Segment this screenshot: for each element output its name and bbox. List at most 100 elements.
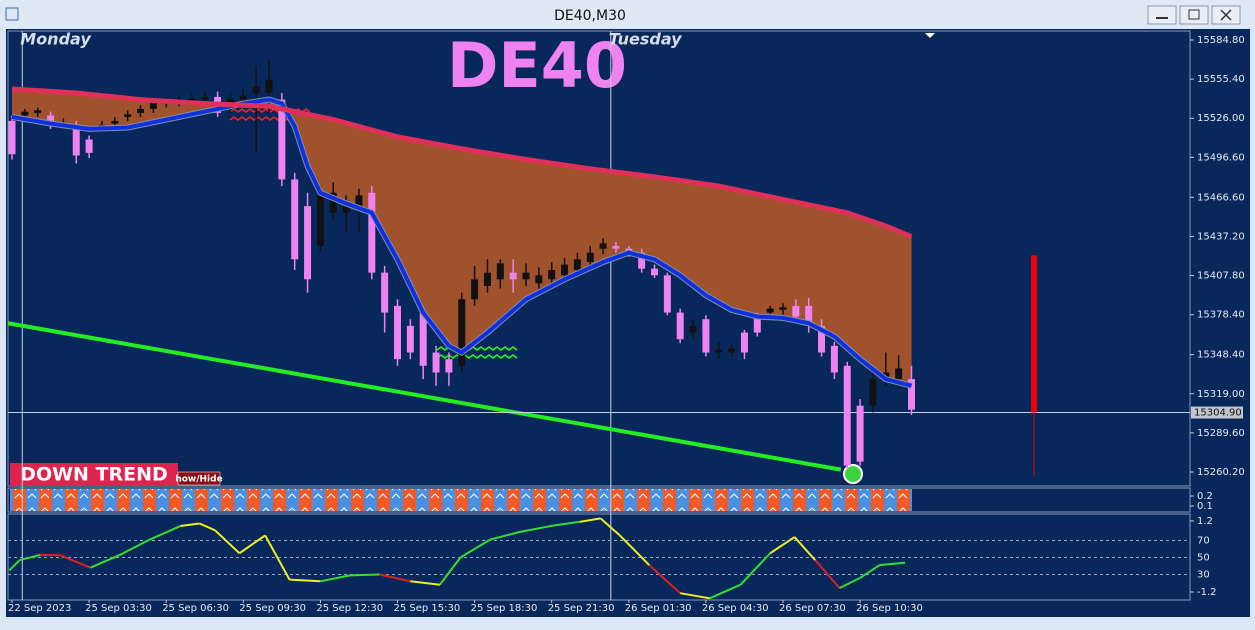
x-tick-label: 26 Sep 10:30: [856, 603, 923, 614]
osc-segment: [119, 538, 150, 556]
osc-segment: [264, 534, 291, 581]
candle-body: [149, 102, 157, 109]
candle-body: [124, 114, 132, 117]
candle-body: [252, 86, 260, 93]
osc-segment: [238, 534, 266, 555]
osc-segment: [349, 573, 380, 577]
candle-body: [381, 272, 389, 313]
x-tick-label: 25 Sep 21:30: [548, 603, 615, 614]
osc-segment: [769, 536, 796, 555]
x-tick-label: 22 Sep 2023: [8, 603, 71, 614]
candle-body: [188, 98, 196, 101]
candle-body: [394, 305, 401, 360]
osc-segment: [879, 561, 906, 567]
candle-body: [792, 305, 800, 317]
ma-band: [12, 88, 912, 386]
candle-body: [368, 192, 376, 273]
trend-badge: [10, 463, 178, 486]
show-hide-button[interactable]: [177, 471, 221, 486]
candle-body: [818, 325, 826, 353]
candle-body: [573, 259, 581, 270]
osc-segment: [519, 525, 551, 533]
candle-body: [856, 405, 864, 462]
osc-segment: [439, 556, 462, 586]
candle-body: [483, 272, 491, 286]
main-frame: [7, 30, 1191, 487]
show-hide-label[interactable]: how/Hide: [175, 475, 222, 485]
strip-frame: [7, 487, 1191, 513]
y-tick-label: 15260.20: [1197, 467, 1245, 478]
osc-tick-label: 30: [1197, 570, 1210, 581]
candle-body: [805, 305, 813, 326]
candle-body: [869, 379, 877, 406]
osc-segment: [320, 574, 351, 583]
x-tick-label: 25 Sep 06:30: [162, 603, 229, 614]
x-tick-label: 25 Sep 09:30: [239, 603, 306, 614]
osc-segment: [459, 538, 491, 559]
candle-body: [728, 348, 736, 353]
candle-body: [406, 325, 414, 353]
osc-y2-tick-label: -1.2: [1197, 587, 1217, 598]
day-label: Monday: [20, 30, 91, 49]
y-tick-label: 15555.40: [1197, 74, 1245, 85]
shift-marker: [925, 33, 935, 38]
candle-body: [715, 349, 723, 353]
x-tick-label: 26 Sep 07:30: [779, 603, 846, 614]
osc-segment: [8, 559, 21, 571]
candle-body: [201, 96, 209, 100]
candle-body: [689, 325, 697, 333]
candle-body: [753, 315, 761, 333]
candle-body: [458, 299, 466, 366]
y-tick-label: 15407.80: [1197, 271, 1245, 282]
osc-segment: [214, 529, 241, 554]
symbol-watermark: DE40: [447, 29, 627, 102]
osc-segment: [839, 577, 861, 589]
current-price-box: [1191, 406, 1243, 419]
osc-segment: [619, 534, 651, 566]
candle-body: [265, 79, 273, 93]
osc-segment: [289, 578, 321, 583]
osc-segment: [859, 564, 880, 579]
candle-body: [419, 312, 427, 366]
htf-body: [1031, 255, 1037, 413]
y-tick-label: 15348.40: [1197, 350, 1245, 361]
osc-segment: [489, 531, 520, 541]
osc-segment: [550, 520, 581, 528]
osc-segment: [410, 580, 441, 586]
candle-body: [355, 195, 363, 207]
ma-lower-line: [11, 97, 913, 388]
candle-body: [137, 108, 144, 113]
current-price-label: 15304.90: [1194, 408, 1242, 419]
osc-segment: [648, 564, 681, 594]
signal-circle: [843, 464, 863, 484]
candle-body: [239, 95, 247, 100]
candle-body: [766, 308, 774, 313]
x-tick-label: 25 Sep 03:30: [85, 603, 152, 614]
candle-body: [908, 379, 915, 410]
x-tick-label: 25 Sep 12:30: [316, 603, 383, 614]
osc-segment: [579, 517, 601, 523]
candle-body: [278, 99, 286, 180]
osc-segment: [814, 559, 841, 589]
y-tick-label: 15466.60: [1197, 192, 1245, 203]
osc-segment: [379, 573, 411, 583]
x-tick-label: 26 Sep 01:30: [625, 603, 692, 614]
candle-body: [111, 120, 119, 124]
osc-segment: [59, 554, 91, 569]
candle-body: [291, 179, 299, 260]
candle-body: [586, 252, 594, 262]
osc-segment: [680, 592, 710, 600]
candle-body: [8, 120, 16, 155]
candle-body: [522, 272, 530, 280]
candle-body: [509, 272, 517, 280]
candle-body: [34, 110, 42, 113]
candle-body: [702, 319, 710, 353]
window-buttons[interactable]: [1147, 5, 1241, 25]
osc-y2-tick-label: 1.2: [1197, 516, 1213, 527]
signal-strip: [10, 489, 912, 511]
y-tick-label: 15289.60: [1197, 428, 1245, 439]
candle-body: [432, 352, 440, 373]
strip-tick-label: 0.1: [1197, 501, 1213, 512]
